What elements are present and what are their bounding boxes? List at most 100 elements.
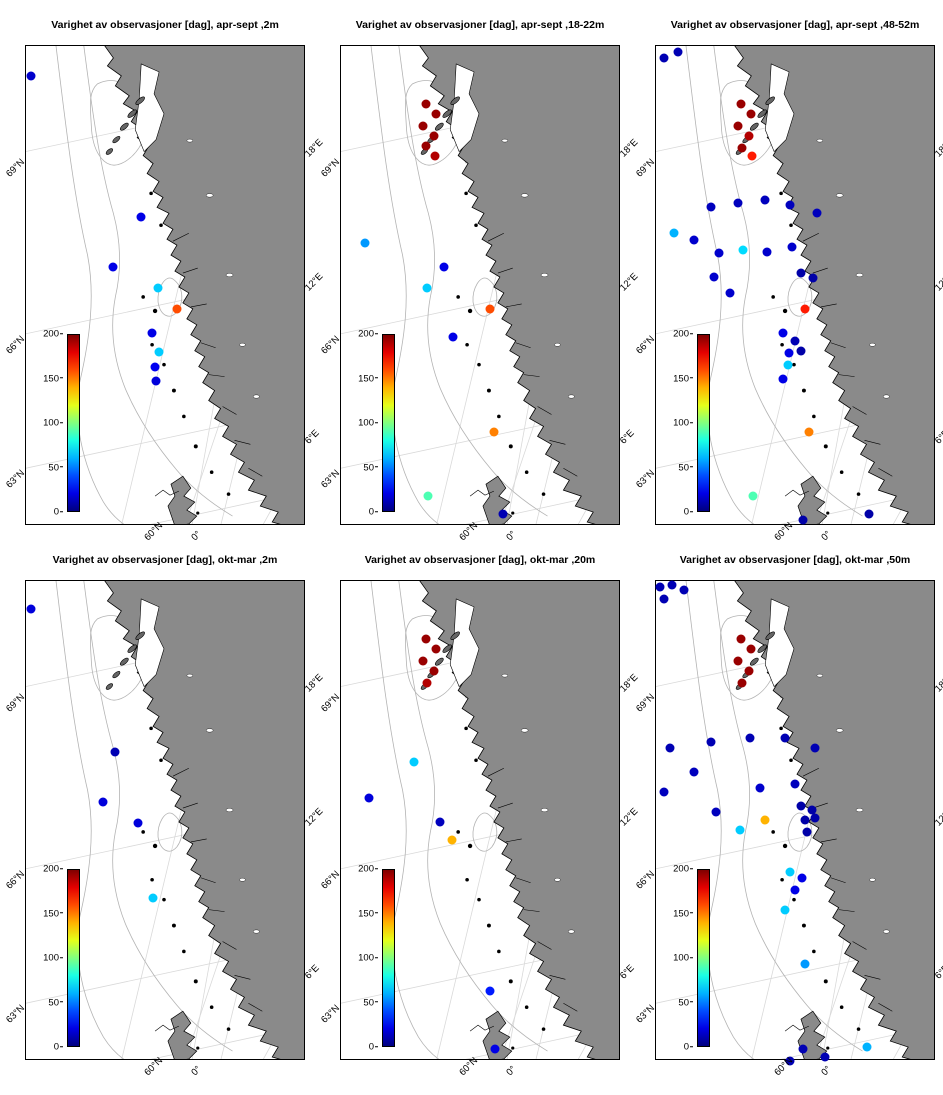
data-point: [746, 109, 756, 119]
data-point: [745, 733, 755, 743]
axis-label: 0°: [819, 1063, 834, 1079]
data-point: [737, 678, 747, 688]
data-point: [709, 272, 719, 282]
colorbar-tick-label: 150: [358, 374, 378, 384]
data-point: [790, 336, 800, 346]
map-panel: Varighet av observasjoner [dag], okt-mar…: [4, 554, 325, 1078]
colorbar-ticks: 200 150 100 50 0: [664, 329, 693, 516]
axis-label: 66°N: [318, 868, 342, 892]
dots-layer: [26, 46, 304, 524]
data-point: [800, 815, 810, 825]
data-point: [800, 304, 810, 314]
data-point: [778, 374, 788, 384]
data-point: [669, 228, 679, 238]
data-point: [485, 986, 495, 996]
colorbar: 200 150 100 50 0: [34, 329, 80, 516]
colorbar-bar: [382, 334, 395, 512]
data-point: [360, 238, 370, 248]
data-point: [733, 656, 743, 666]
axis-label: 6°E: [932, 427, 943, 447]
data-point: [689, 767, 699, 777]
axis-label: 60°N: [457, 1055, 480, 1079]
axis-label: 69°N: [318, 691, 342, 715]
data-point: [422, 678, 432, 688]
axis-label: 12°E: [617, 806, 641, 829]
data-point: [439, 262, 449, 272]
data-point: [808, 273, 818, 283]
axis-label: 63°N: [318, 467, 342, 491]
axis-label: 12°E: [932, 806, 943, 829]
data-point: [706, 737, 716, 747]
map-panel: Varighet av observasjoner [dag], apr-sep…: [634, 19, 943, 543]
data-point: [422, 283, 432, 293]
map-panel: Varighet av observasjoner [dag], apr-sep…: [319, 19, 640, 543]
data-point: [810, 743, 820, 753]
axis-label: 6°E: [617, 427, 637, 447]
map-panel: Varighet av observasjoner [dag], okt-mar…: [634, 554, 943, 1078]
colorbar-tick-label: 200: [358, 329, 378, 339]
axis-label: 69°N: [318, 156, 342, 180]
colorbar: 200 150 100 50 0: [664, 329, 710, 516]
data-point: [738, 245, 748, 255]
data-point: [798, 515, 808, 525]
colorbar-tick-label: 200: [43, 329, 63, 339]
map-plot: 200 150 100 50 0 69°N 66°N 63°N 18°E 12°E 6°E 60°N…: [634, 45, 943, 543]
axis-label: 18°E: [617, 672, 641, 695]
data-point: [797, 873, 807, 883]
data-point: [762, 247, 772, 257]
axis-label: 63°N: [318, 1002, 342, 1026]
data-point: [679, 585, 689, 595]
axis-label: 18°E: [302, 137, 326, 160]
axis-label: 18°E: [932, 672, 943, 695]
dots-layer: [656, 46, 934, 525]
data-point: [418, 121, 428, 131]
data-point: [421, 634, 431, 644]
axis-label: 69°N: [3, 156, 27, 180]
colorbar: 200 150 100 50 0: [349, 864, 395, 1051]
data-point: [673, 47, 683, 57]
axis-label: 18°E: [617, 137, 641, 160]
data-point: [421, 141, 431, 151]
data-point: [807, 805, 817, 815]
axis-label: 12°E: [932, 271, 943, 294]
axis-label: 63°N: [633, 1002, 657, 1026]
data-point: [755, 783, 765, 793]
data-point: [148, 893, 158, 903]
data-point: [133, 818, 143, 828]
colorbar-ticks: 200 150 100 50 0: [664, 864, 693, 1051]
data-point: [747, 151, 757, 161]
data-point: [431, 644, 441, 654]
data-point: [665, 743, 675, 753]
dots-layer: [341, 46, 619, 524]
data-point: [790, 779, 800, 789]
axis-label: 18°E: [932, 137, 943, 160]
colorbar: 200 150 100 50 0: [349, 329, 395, 516]
data-point: [714, 248, 724, 258]
data-point: [154, 347, 164, 357]
data-point: [364, 793, 374, 803]
data-point: [784, 348, 794, 358]
data-point: [800, 959, 810, 969]
map-plot: 200 150 100 50 0 69°N 66°N 63°N 18°E 12°E 6°E 60°N…: [634, 580, 943, 1078]
data-point: [435, 817, 445, 827]
data-point: [98, 797, 108, 807]
axis-label: 69°N: [633, 156, 657, 180]
colorbar: 200 150 100 50 0: [34, 864, 80, 1051]
data-point: [659, 53, 669, 63]
colorbar-tick-label: 150: [43, 374, 63, 384]
axis-label: 66°N: [3, 868, 27, 892]
data-point: [778, 328, 788, 338]
data-point: [785, 1056, 795, 1066]
axis-label: 63°N: [3, 467, 27, 491]
colorbar-ticks: 200 150 100 50 0: [349, 329, 378, 516]
data-point: [812, 208, 822, 218]
data-point: [785, 867, 795, 877]
colorbar-tick-label: 0: [684, 1042, 693, 1052]
panel-title: Varighet av observasjoner [dag], okt-mar…: [364, 554, 596, 566]
panel-title: Varighet av observasjoner [dag], okt-mar…: [679, 554, 911, 566]
data-point: [418, 656, 428, 666]
data-point: [760, 815, 770, 825]
data-point: [744, 666, 754, 676]
axis-label: 12°E: [302, 271, 326, 294]
